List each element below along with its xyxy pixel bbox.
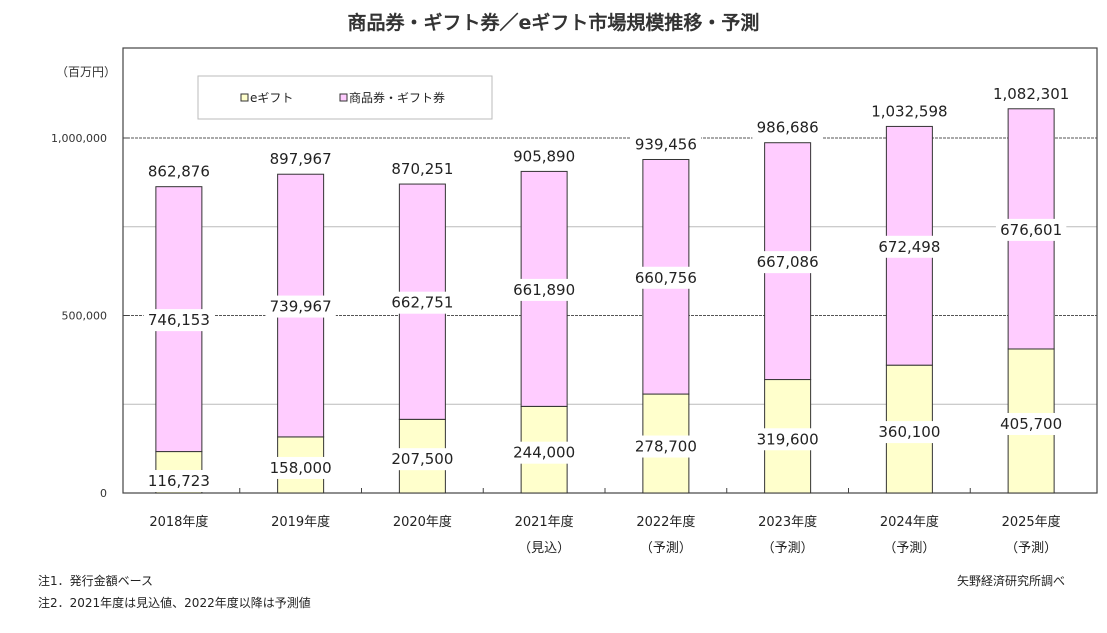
x-tick-label: 2023年度 bbox=[758, 514, 817, 530]
label-egift: 319,600 bbox=[757, 430, 819, 448]
label-total-bg bbox=[630, 133, 702, 156]
label-total-bg bbox=[143, 160, 215, 183]
label-total-bg bbox=[752, 116, 823, 139]
x-tick-label: 2019年度 bbox=[271, 514, 330, 530]
legend-label-egift: eギフト bbox=[250, 91, 293, 105]
source-note: 矢野経済研究所調べ bbox=[956, 574, 1065, 588]
label-gift-certificate: 739,967 bbox=[270, 298, 332, 316]
label-gift-certificate: 746,153 bbox=[148, 311, 210, 329]
x-tick-label: 2025年度 bbox=[1002, 514, 1061, 530]
legend-label-gift-certificate: 商品券・ギフト券 bbox=[349, 90, 445, 105]
label-gift-certificate-bg bbox=[143, 309, 215, 332]
label-total-bg bbox=[508, 145, 580, 168]
x-tick-label: 2021年度 bbox=[515, 514, 574, 530]
legend-swatch-egift bbox=[240, 93, 249, 102]
label-egift: 207,500 bbox=[391, 450, 453, 468]
y-tick-label: 0 bbox=[100, 487, 107, 500]
label-total: 939,456 bbox=[635, 135, 697, 153]
label-total: 905,890 bbox=[513, 147, 575, 165]
label-gift-certificate-bg bbox=[387, 291, 458, 314]
label-total-bg bbox=[864, 100, 954, 123]
y-tick-label: 500,000 bbox=[62, 310, 108, 323]
label-gift-certificate-bg bbox=[995, 218, 1067, 241]
label-total-bg bbox=[387, 158, 458, 181]
label-total: 862,876 bbox=[148, 163, 210, 181]
x-tick-label: 2018年度 bbox=[149, 514, 208, 530]
x-tick-label-sub: （予測） bbox=[1005, 541, 1057, 556]
legend: eギフト 商品券・ギフト券 bbox=[197, 75, 493, 120]
label-egift-bg bbox=[995, 412, 1067, 435]
x-tick-label-sub: （予測） bbox=[883, 541, 935, 556]
label-gift-certificate: 676,601 bbox=[1000, 221, 1062, 239]
label-egift: 116,723 bbox=[148, 472, 210, 490]
label-total: 1,082,301 bbox=[993, 85, 1069, 103]
bars bbox=[155, 108, 1055, 494]
label-gift-certificate-bg bbox=[265, 295, 336, 318]
label-gift-certificate-bg bbox=[508, 278, 580, 301]
label-gift-certificate: 672,498 bbox=[878, 238, 940, 256]
label-egift-bg bbox=[387, 448, 458, 471]
label-egift: 158,000 bbox=[270, 459, 332, 477]
label-total-bg bbox=[265, 148, 336, 171]
label-total: 1,032,598 bbox=[871, 102, 947, 120]
label-gift-certificate: 661,890 bbox=[513, 281, 575, 299]
label-gift-certificate: 667,086 bbox=[757, 253, 819, 271]
axes: 0 500,000 1,000,000 （百万円） 2018年度 2019年度 2020年度… bbox=[51, 47, 1098, 556]
note-1: 注1．発行金額ベース bbox=[38, 574, 154, 588]
gridlines bbox=[123, 137, 1097, 405]
label-egift-bg bbox=[630, 435, 702, 458]
label-egift: 244,000 bbox=[513, 444, 575, 462]
label-total: 870,251 bbox=[391, 160, 453, 178]
label-egift-bg bbox=[508, 441, 580, 464]
label-egift: 278,700 bbox=[635, 438, 697, 456]
label-egift: 360,100 bbox=[878, 423, 940, 441]
x-tick-label: 2020年度 bbox=[393, 514, 452, 530]
label-gift-certificate: 662,751 bbox=[391, 294, 453, 312]
y-axis-unit: （百万円） bbox=[56, 65, 116, 79]
label-egift-bg bbox=[874, 421, 945, 444]
x-tick-label: 2024年度 bbox=[880, 514, 939, 530]
label-total-bg bbox=[986, 82, 1076, 105]
label-gift-certificate: 660,756 bbox=[635, 269, 697, 287]
x-tick-label: 2022年度 bbox=[636, 514, 695, 530]
label-egift: 405,700 bbox=[1000, 415, 1062, 433]
label-egift-bg bbox=[752, 428, 823, 451]
label-gift-certificate-bg bbox=[752, 251, 823, 274]
label-gift-certificate-bg bbox=[874, 235, 945, 258]
plot-frame bbox=[122, 47, 1098, 494]
chart-title: 商品券・ギフト券／eギフト市場規模推移・予測 bbox=[347, 12, 760, 34]
label-egift-bg bbox=[143, 470, 215, 492]
legend-swatch-gift-certificate bbox=[339, 93, 348, 102]
x-tick-label-sub: （予測） bbox=[762, 541, 814, 556]
label-egift-bg bbox=[265, 456, 336, 479]
label-total: 897,967 bbox=[270, 150, 332, 168]
y-tick-label: 1,000,000 bbox=[51, 132, 107, 145]
label-gift-certificate-bg bbox=[630, 266, 702, 289]
note-2: 注2．2021年度は見込値、2022年度以降は予測値 bbox=[38, 596, 311, 610]
x-tick-label-sub: （予測） bbox=[640, 541, 692, 556]
data-labels: 116,723 746,153 862,876 158,000 739,967 897,9… bbox=[143, 82, 1076, 492]
x-tick-label-sub: （見込） bbox=[518, 541, 570, 556]
label-total: 986,686 bbox=[757, 119, 819, 137]
